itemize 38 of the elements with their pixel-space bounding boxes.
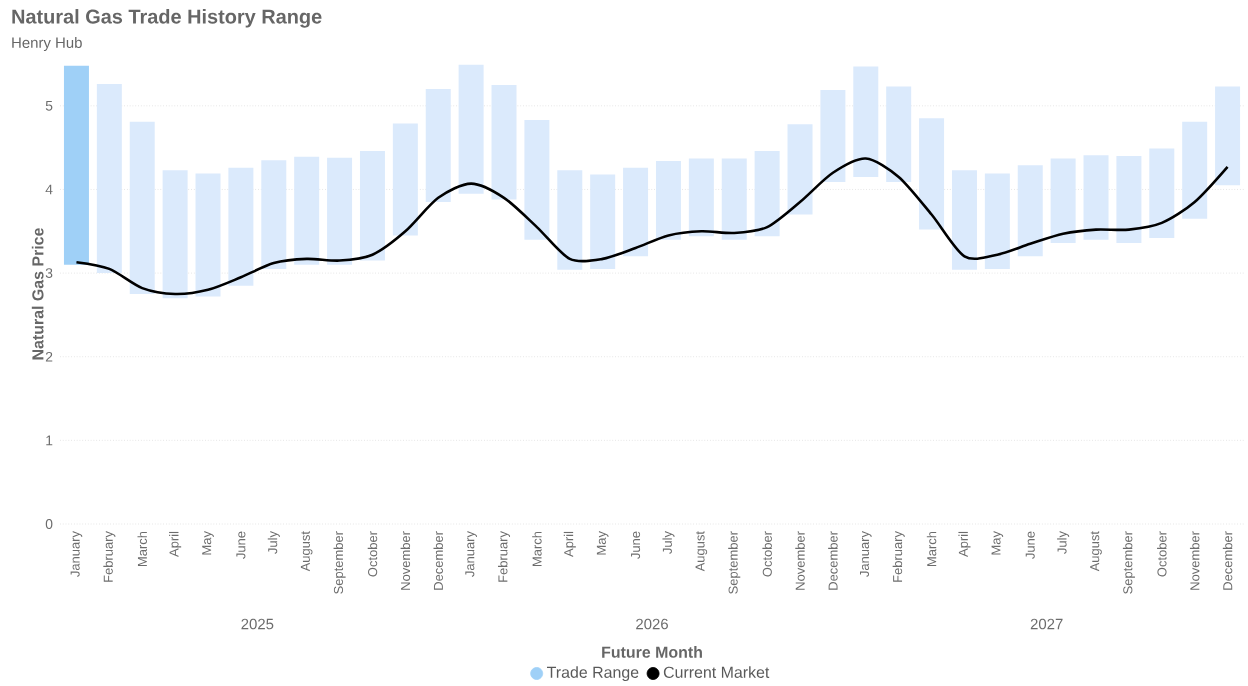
bar: [425, 89, 451, 203]
bar: [392, 123, 418, 236]
bar: [1017, 165, 1043, 257]
bar: [984, 173, 1010, 269]
chart-title: Natural Gas Trade History Range: [12, 9, 322, 28]
bar: [919, 118, 945, 230]
bar: [359, 150, 385, 261]
bar: [96, 84, 122, 274]
bar: [491, 84, 517, 200]
bar: [721, 158, 747, 240]
bar: [688, 158, 714, 237]
bar: [294, 156, 320, 265]
bar: [787, 124, 813, 215]
bar: [623, 167, 649, 257]
bar: [129, 121, 155, 294]
bar: [590, 174, 616, 269]
bar: [1050, 158, 1076, 243]
bar: [820, 89, 846, 182]
bar: [886, 86, 912, 182]
bar: [1182, 121, 1208, 219]
bar: [1083, 155, 1109, 240]
bar: [951, 170, 977, 270]
bar: [195, 173, 221, 297]
bar: [1116, 156, 1142, 243]
bar: [524, 120, 550, 240]
bar: [655, 161, 681, 240]
bar: [458, 64, 484, 194]
bar: [228, 167, 254, 286]
bar: [327, 157, 353, 265]
bar: [557, 170, 583, 270]
bar: [162, 170, 188, 299]
bar: [261, 160, 287, 269]
line-series: [75, 157, 1229, 296]
bar: [1215, 86, 1241, 186]
bar: [63, 65, 89, 265]
bar: [853, 66, 879, 177]
bar: [1149, 148, 1175, 238]
bar: [754, 150, 780, 237]
